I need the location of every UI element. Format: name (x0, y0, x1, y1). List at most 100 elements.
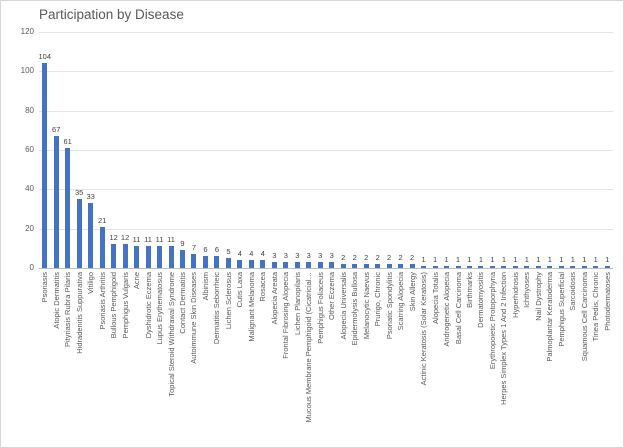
x-axis-label: Prurigo, Chronic (373, 272, 383, 327)
bar (283, 262, 289, 268)
x-axis-label: Alopecia Areata (269, 272, 279, 325)
data-label: 4 (260, 249, 265, 259)
bar (317, 262, 323, 268)
x-axis-label: Alopecia Universalis (338, 272, 348, 340)
y-tick-label: 120 (20, 27, 34, 36)
x-axis-label: Malignant Melanoma (246, 272, 256, 342)
data-label: 4 (249, 249, 254, 259)
data-label: 11 (155, 235, 164, 245)
x-axis-label: Herpes Simplex Types 1 And 2 Infection (499, 272, 509, 405)
gridline (39, 32, 613, 33)
x-axis-label: Lichen Sclerosus (223, 272, 233, 330)
bar (444, 266, 450, 268)
x-axis-label: Hidradenitis Suppurativa (74, 272, 84, 354)
data-label: 1 (432, 255, 438, 265)
data-label: 5 (226, 247, 231, 257)
x-axis-label: Androgenetic Alopecia (442, 272, 452, 347)
bar (42, 63, 48, 268)
x-axis-label: Contact Dermatitis (178, 272, 187, 334)
x-axis-label: Pemphigus Vulgaris (120, 272, 130, 339)
bar (421, 266, 427, 268)
x-axis-label: Autoimmune Skin Diseases (189, 272, 199, 364)
data-label: 11 (132, 235, 141, 245)
bar (363, 264, 369, 268)
x-axis-label: Alopecia Totalis (430, 272, 440, 324)
x-axis-label: Basal Cell Carcinoma (453, 272, 463, 345)
x-axis-label: Lupus Erythematosus (155, 272, 165, 345)
data-label: 12 (120, 233, 130, 243)
x-axis-label: Psoriasis (40, 272, 50, 303)
x-axis-line (39, 268, 613, 269)
y-tick-label: 0 (29, 263, 34, 272)
y-tick-label: 20 (25, 223, 34, 233)
x-axis-label: Rosacea (258, 272, 268, 302)
x-axis-label: Frontal Fibrosing Alopecia (281, 272, 291, 359)
x-axis-label: Sarcoidosis (568, 272, 578, 311)
data-label: 6 (214, 245, 220, 255)
bar (294, 262, 300, 268)
x-axis-label: Ichthyoses (522, 272, 532, 308)
gridline (39, 71, 613, 73)
data-label: 3 (318, 251, 323, 261)
bar (535, 266, 541, 268)
data-label: 7 (191, 243, 197, 253)
data-label: 2 (398, 253, 403, 263)
data-label: 4 (237, 249, 242, 259)
bar (271, 262, 277, 268)
bar (225, 258, 231, 268)
x-axis-label: Bullous Pemphigoid (109, 272, 119, 339)
x-axis-label: Birthmarks (465, 272, 474, 308)
bar (202, 256, 208, 268)
data-label: 35 (75, 188, 84, 198)
bar (122, 244, 128, 268)
x-axis-label: Dyshidrotic Eczema (143, 272, 153, 339)
bar (375, 264, 381, 268)
bar (489, 266, 495, 268)
x-axis-label: Mucous Membrane Pemphigoid (Cicatricial… (304, 272, 314, 423)
x-axis-label: Pityriasis Rubra Pilaris (63, 272, 73, 348)
data-label: 11 (167, 235, 175, 245)
data-label: 1 (490, 255, 495, 265)
y-tick-label: 40 (25, 184, 34, 194)
data-label: 21 (97, 215, 107, 225)
bar (134, 246, 140, 268)
bar (145, 246, 151, 268)
data-label: 1 (593, 255, 598, 265)
bar (409, 264, 415, 268)
data-label: 3 (329, 251, 334, 261)
y-tick-label: 80 (25, 105, 34, 115)
data-label: 1 (559, 255, 564, 265)
data-label: 9 (180, 239, 185, 249)
x-axis-label: Epidermolysis Bullosa (350, 272, 360, 346)
bar (581, 266, 587, 268)
data-label: 33 (86, 192, 95, 202)
data-label: 2 (352, 253, 357, 263)
data-label: 1 (570, 255, 575, 265)
x-axis-label: Melanocytic Naevus (361, 272, 371, 340)
x-axis-label: Atopic Dermatitis (51, 272, 61, 329)
bar (386, 264, 392, 268)
x-axis-label: Other Eczema (327, 272, 337, 320)
data-label: 1 (444, 255, 449, 265)
x-axis-label: Hyperhidrosis (510, 272, 520, 318)
x-axis-label: Cutis Laxa (235, 272, 245, 308)
x-axis-label: Albinism (200, 272, 210, 301)
data-label: 1 (547, 255, 552, 265)
data-label: 1 (455, 255, 461, 265)
x-axis-label: Skin Allergy (407, 272, 417, 312)
data-label: 1 (421, 255, 426, 265)
bar (593, 266, 599, 268)
x-axis-label: Psoriasis Arthritis (97, 272, 107, 330)
bar (340, 264, 346, 268)
data-label: 1 (536, 255, 541, 265)
y-tick-label: 100 (20, 66, 34, 76)
x-axis-label: Nail Dystrophy (533, 272, 543, 321)
data-label: 2 (364, 253, 369, 263)
data-label: 3 (272, 251, 277, 261)
x-axis-label: Topical Steroid Withdrawal Syndrome (166, 272, 176, 397)
bar (53, 136, 59, 268)
bar (214, 256, 220, 268)
bar (547, 266, 553, 268)
data-label: 2 (341, 253, 346, 263)
